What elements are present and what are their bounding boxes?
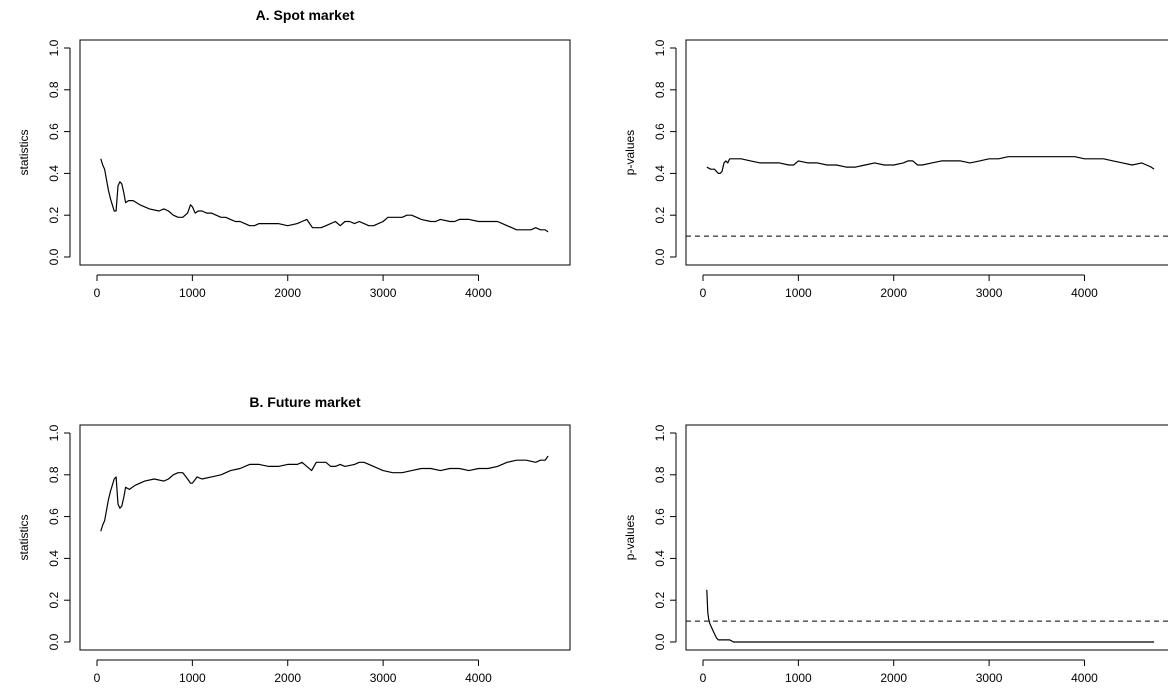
chart-title: A. Spot market	[256, 7, 355, 23]
x-tick-label: 2000	[274, 286, 301, 300]
plot-frame	[79, 39, 571, 266]
y-tick-label: 0.2	[47, 207, 61, 224]
y-axis-label: statistics	[17, 514, 31, 560]
x-tick-label: 1000	[179, 286, 206, 300]
y-tick-label: 0.8	[47, 466, 61, 483]
x-tick-label: 3000	[976, 286, 1003, 300]
y-tick-label: 1.0	[47, 39, 61, 56]
y-tick-label: 1.0	[653, 39, 667, 56]
y-tick-label: 0.8	[47, 81, 61, 98]
x-tick-label: 3000	[976, 671, 1003, 685]
x-tick-label: 2000	[274, 671, 301, 685]
panel-2: p-values 0.0 0.2 0.4 0.6 0.8 1.0 0 1000 2000 3000 4…	[623, 39, 1168, 300]
y-tick-label: 0.4	[47, 550, 61, 567]
y-tick-label: 0.6	[47, 508, 61, 525]
y-tick-label: 0.2	[653, 207, 667, 224]
y-tick-label: 0.0	[653, 248, 667, 265]
y-tick-label: 0.0	[47, 248, 61, 265]
plot-frame	[685, 39, 1168, 266]
x-tick-label: 0	[94, 286, 101, 300]
x-tick-label: 0	[700, 286, 707, 300]
y-tick-label: 0.4	[653, 550, 667, 567]
y-tick-label: 0.0	[47, 633, 61, 650]
y-tick-label: 1.0	[47, 424, 61, 441]
y-tick-label: 0.2	[47, 592, 61, 609]
x-tick-label: 2000	[880, 671, 907, 685]
x-tick-label: 1000	[785, 671, 812, 685]
series-line-1	[100, 158, 549, 233]
y-tick-label: 0.8	[653, 81, 667, 98]
panel-1: A. Spot market statistics 0.0 0.2 0.4 0.6 0.8 1…	[17, 7, 571, 300]
chart-title: B. Future market	[249, 394, 361, 410]
x-tick-label: 3000	[370, 671, 397, 685]
x-tick-label: 0	[700, 671, 707, 685]
y-tick-label: 0.0	[653, 633, 667, 650]
x-tick-label: 0	[94, 671, 101, 685]
y-tick-label: 0.4	[653, 165, 667, 182]
plot-frame	[79, 424, 571, 651]
y-axis-label: p-values	[623, 515, 637, 560]
x-tick-label: 4000	[1071, 671, 1098, 685]
y-axis-label: statistics	[17, 129, 31, 175]
x-tick-label: 4000	[465, 286, 492, 300]
x-tick-label: 1000	[179, 671, 206, 685]
y-tick-label: 0.6	[653, 508, 667, 525]
y-tick-label: 0.2	[653, 592, 667, 609]
x-tick-label: 1000	[785, 286, 812, 300]
y-tick-label: 0.8	[653, 466, 667, 483]
series-line-1	[706, 156, 1155, 174]
x-tick-label: 4000	[465, 671, 492, 685]
x-tick-label: 4000	[1071, 286, 1098, 300]
panel-4: p-values 0.0 0.2 0.4 0.6 0.8 1.0 0 1000 2000 3000 4…	[623, 424, 1168, 685]
plot-frame	[685, 424, 1168, 651]
x-tick-label: 3000	[370, 286, 397, 300]
y-tick-label: 0.4	[47, 165, 61, 182]
y-tick-label: 1.0	[653, 424, 667, 441]
panel-3: B. Future market statistics 0.0 0.2 0.4 0.6 0.…	[17, 394, 571, 685]
y-tick-label: 0.6	[47, 123, 61, 140]
y-tick-label: 0.6	[653, 123, 667, 140]
series-line-1	[100, 455, 549, 532]
series-line-1	[706, 589, 1155, 643]
x-tick-label: 2000	[880, 286, 907, 300]
y-axis-label: p-values	[623, 130, 637, 175]
